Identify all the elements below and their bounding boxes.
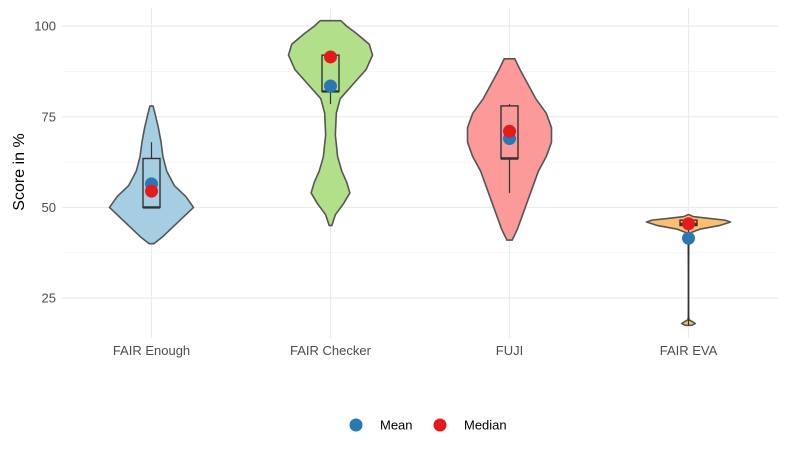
- y-axis-title: Score in %: [11, 133, 28, 210]
- median-point: [682, 217, 695, 231]
- x-axis: FAIR Enough FAIR Checker FUJI FAIR EVA: [113, 343, 718, 358]
- grid-layer: [62, 8, 778, 338]
- violin-layer: [108, 19, 732, 327]
- y-tick-label: 25: [42, 291, 56, 306]
- x-tick-label: FAIR Enough: [113, 343, 190, 358]
- x-tick-label: FAIR EVA: [660, 343, 718, 358]
- legend-label-median: Median: [464, 418, 507, 433]
- x-tick-label: FAIR Checker: [290, 343, 372, 358]
- legend-swatch-mean: [349, 418, 363, 432]
- x-tick-label: FUJI: [496, 343, 523, 358]
- mean-point: [682, 231, 695, 245]
- point-layer: [145, 50, 695, 245]
- y-axis: 25 50 75 100: [34, 19, 56, 306]
- y-tick-label: 100: [34, 19, 56, 34]
- median-point: [324, 50, 337, 64]
- legend: Mean Median: [349, 418, 507, 433]
- violin-fair-checker: [287, 19, 374, 227]
- median-point: [145, 184, 158, 198]
- legend-swatch-median: [433, 418, 447, 432]
- box-layer: [142, 51, 698, 326]
- mean-point: [324, 79, 337, 93]
- median-point: [503, 124, 516, 138]
- legend-label-mean: Mean: [380, 418, 413, 433]
- y-tick-label: 75: [42, 109, 56, 124]
- y-tick-label: 50: [42, 200, 56, 215]
